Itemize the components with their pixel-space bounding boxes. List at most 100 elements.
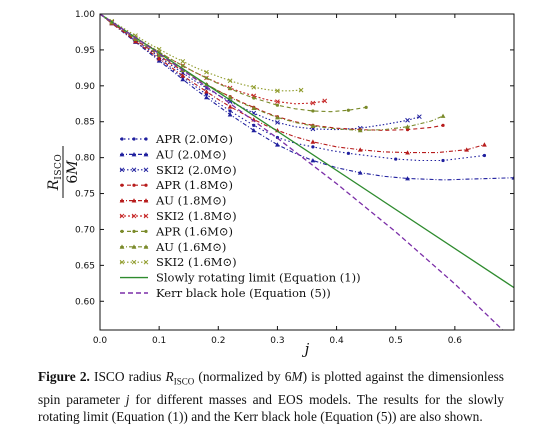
legend-marker xyxy=(131,198,137,203)
legend-label: SKI2 (1.6M⊙) xyxy=(156,255,237,269)
data-point xyxy=(275,120,280,125)
x-tick-label: 0.3 xyxy=(270,336,284,346)
x-tick-label: 0.5 xyxy=(389,336,403,346)
x-tick-label: 0.2 xyxy=(211,336,225,346)
legend-item: AU (1.6M⊙) xyxy=(119,240,226,254)
legend: APR (2.0M⊙)AU (2.0M⊙)SKI2 (2.0M⊙)APR (1.… xyxy=(119,132,361,300)
series-3 xyxy=(100,14,445,132)
data-point xyxy=(310,158,316,163)
data-point xyxy=(204,85,209,91)
data-point xyxy=(311,145,315,149)
data-point xyxy=(204,89,209,94)
data-point xyxy=(275,142,280,147)
data-point xyxy=(482,142,487,147)
legend-marker xyxy=(131,259,137,265)
series-2 xyxy=(100,14,422,132)
legend-label: AU (1.6M⊙) xyxy=(155,240,226,254)
data-point xyxy=(440,113,446,118)
data-point xyxy=(310,123,316,128)
y-tick-label: 0.65 xyxy=(75,261,95,271)
data-point xyxy=(156,56,162,61)
legend-marker xyxy=(132,183,136,187)
legend-item: APR (2.0M⊙) xyxy=(120,132,233,146)
series-7 xyxy=(100,14,446,133)
data-point xyxy=(252,96,256,100)
legend-label: AU (2.0M⊙) xyxy=(155,147,226,161)
data-point xyxy=(357,147,363,152)
legend-label: APR (2.0M⊙) xyxy=(155,132,233,146)
legend-label: APR (1.8M⊙) xyxy=(155,178,233,192)
data-point xyxy=(346,108,350,112)
series-line xyxy=(100,14,485,154)
data-point xyxy=(204,92,209,97)
data-point xyxy=(227,104,233,109)
legend-item: AU (2.0M⊙) xyxy=(119,147,226,161)
data-point xyxy=(180,73,186,78)
legend-marker xyxy=(143,198,149,203)
data-point xyxy=(228,87,232,91)
figure-label: Figure 2. xyxy=(38,369,90,384)
legend-marker xyxy=(131,152,137,157)
data-point xyxy=(405,176,410,181)
x-tick-label: 0.1 xyxy=(152,336,166,346)
x-tick-label: 0.4 xyxy=(329,336,344,346)
data-point xyxy=(405,117,410,123)
legend-label: APR (1.6M⊙) xyxy=(155,224,233,238)
y-ticks: 0.60 0.65 0.70 0.75 0.80 0.85 0.90 0.95 1.00 xyxy=(75,10,514,307)
data-point xyxy=(417,114,422,120)
legend-marker xyxy=(119,259,125,265)
data-point xyxy=(275,99,280,104)
legend-marker xyxy=(144,229,148,233)
x-tick-label: 0.6 xyxy=(448,336,463,346)
series-line xyxy=(100,14,504,330)
series-line xyxy=(100,14,325,105)
legend-label: Slowly rotating limit (Equation (1)) xyxy=(156,271,361,285)
data-point xyxy=(405,150,410,155)
data-point xyxy=(133,36,138,42)
data-point xyxy=(204,76,209,80)
legend-item: APR (1.6M⊙) xyxy=(120,224,233,238)
legend-marker xyxy=(132,137,136,141)
legend-item: SKI2 (1.8M⊙) xyxy=(119,209,237,223)
y-tick-label: 0.90 xyxy=(75,82,95,92)
legend-marker xyxy=(143,167,149,173)
x-tick-label: 0.0 xyxy=(93,336,108,346)
caption-text: ISCO radius RISCO (normalized by 6M) is … xyxy=(38,369,504,424)
legend-marker xyxy=(131,167,137,173)
data-point xyxy=(482,153,487,158)
y-tick-label: 0.85 xyxy=(75,118,95,128)
data-point xyxy=(311,109,315,113)
legend-marker xyxy=(119,213,125,219)
series-line xyxy=(100,14,514,289)
legend-label: SKI2 (2.0M⊙) xyxy=(156,163,237,177)
y-tick-label: 0.95 xyxy=(75,46,95,56)
data-point xyxy=(180,59,186,64)
series-6 xyxy=(100,14,368,113)
data-point xyxy=(405,124,410,129)
legend-item: SKI2 (2.0M⊙) xyxy=(119,163,237,177)
legend-marker xyxy=(143,152,149,157)
x-ticks: 0.0 0.1 0.2 0.3 0.4 0.5 0.6 xyxy=(93,14,462,346)
y-axis-title-numerator: RISCO xyxy=(46,154,64,192)
y-tick-label: 1.00 xyxy=(75,10,95,20)
data-point xyxy=(251,105,257,111)
y-tick-label: 0.80 xyxy=(75,154,95,164)
legend-marker xyxy=(120,183,124,187)
legend-item: Slowly rotating limit (Equation (1)) xyxy=(120,271,361,285)
legend-marker xyxy=(120,229,124,233)
series-10 xyxy=(100,14,504,330)
y-tick-label: 0.60 xyxy=(75,297,95,307)
figure-caption: Figure 2. ISCO radius RISCO (normalized … xyxy=(38,368,504,425)
series-line xyxy=(100,14,485,162)
data-point xyxy=(228,109,232,113)
legend-marker xyxy=(119,244,125,249)
legend-marker xyxy=(119,198,125,203)
plot-area: 0.0 0.1 0.2 0.3 0.4 0.5 0.6 0.600.650.700.750.… xyxy=(75,10,515,346)
legend-marker xyxy=(143,213,149,219)
legend-marker xyxy=(131,213,137,219)
series-line xyxy=(100,14,420,131)
data-point xyxy=(227,78,233,84)
data-point xyxy=(204,94,209,100)
data-point xyxy=(364,105,368,109)
